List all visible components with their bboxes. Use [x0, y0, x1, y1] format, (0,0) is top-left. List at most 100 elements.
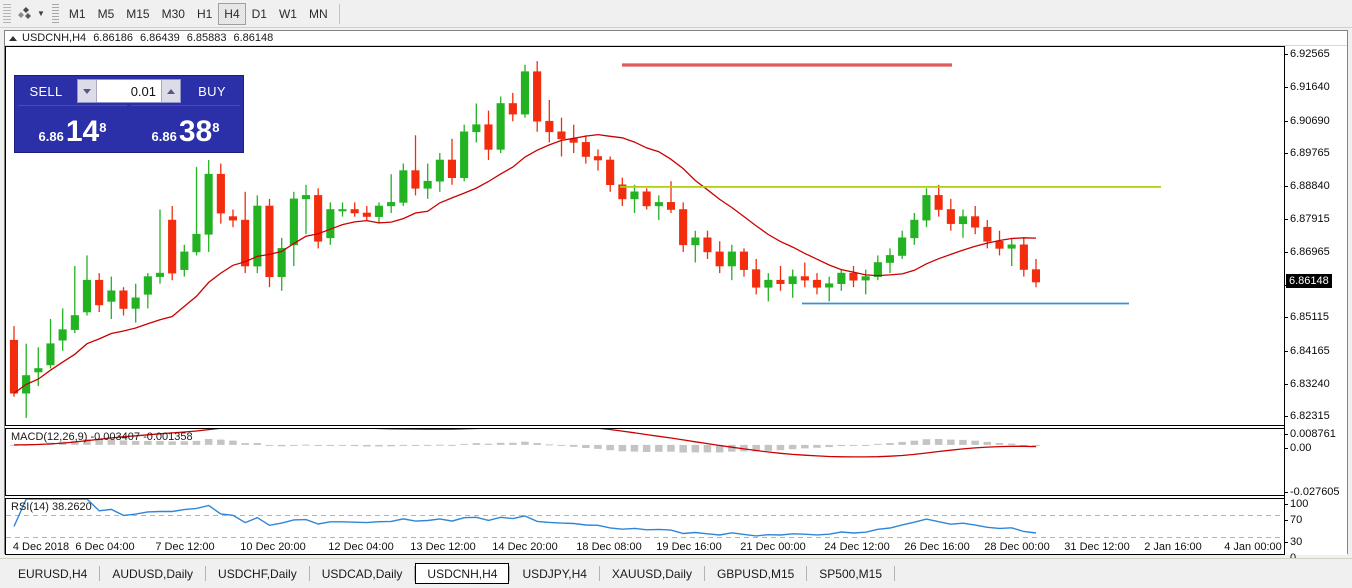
caret-up-icon — [167, 88, 175, 94]
price-axis-tick — [1285, 54, 1288, 56]
current-price-tag: 6.86148 — [1286, 273, 1332, 288]
timeframe-button-h1[interactable]: H1 — [196, 6, 213, 21]
timeframe-button-d1[interactable]: D1 — [251, 6, 267, 21]
macd-histogram-bar — [241, 443, 249, 445]
timeframe-button-m15[interactable]: M15 — [126, 6, 150, 21]
symbol-tab-divider — [894, 566, 896, 581]
symbol-tab-usdcad-daily[interactable]: USDCAD,Daily — [321, 566, 403, 581]
candle-body — [800, 276, 809, 281]
price-axis-tick — [1285, 185, 1288, 187]
price-scale-axis[interactable]: 6.92565 6.91640 6.90690 6.89765 6.88840 6.879… — [1284, 46, 1347, 564]
symbol-tab-bar: EURUSD,H4 AUDUSD,Daily USDCHF,Daily USDCAD,… — [0, 558, 1352, 588]
candle-body — [958, 216, 968, 225]
buy-price-cell[interactable]: 6.86 38 8 — [131, 105, 240, 149]
timeframe-group-grip[interactable] — [51, 3, 59, 24]
indicator-axis-tick — [1285, 492, 1288, 493]
macd-histogram-bar — [995, 443, 1004, 445]
candle-body — [910, 219, 919, 239]
timeframe-button-group: M1 M5 M15 M30 H1 H4 D1 W1 MN — [63, 2, 334, 25]
macd-pane[interactable]: MACD(12,26,9) -0.003407 -0.001358 — [5, 428, 1286, 496]
indicator-axis-label: 100 — [1290, 498, 1309, 510]
macd-histogram-bar — [849, 444, 858, 446]
timeframe-button-w1[interactable]: W1 — [278, 6, 297, 21]
symbol-tab-usdchf-daily[interactable]: USDCHF,Daily — [218, 566, 297, 581]
macd-histogram-bar — [983, 441, 992, 445]
macd-histogram-bar — [557, 444, 566, 446]
macd-histogram-bar — [253, 443, 262, 445]
trade-panel-prices: 6.86 14 8 6.86 38 8 — [18, 105, 240, 149]
macd-histogram-bar — [947, 439, 955, 445]
time-axis-label: 4 Jan 00:00 — [1224, 541, 1282, 553]
candle-body — [995, 241, 1004, 249]
toolbar-grip-handle[interactable] — [3, 3, 11, 24]
macd-histogram-bar — [484, 443, 493, 445]
price-axis-label: 6.88840 — [1290, 179, 1330, 192]
symbol-tab-sp500-m15[interactable]: SP500,M15 — [819, 566, 883, 581]
ohlc-low: 6.85883 — [186, 32, 227, 44]
time-axis-label: 7 Dec 12:00 — [155, 541, 215, 553]
candle-body — [168, 219, 177, 274]
macd-histogram-bar — [448, 444, 456, 446]
symbol-tab-gbpusd-m15[interactable]: GBPUSD,M15 — [716, 566, 795, 581]
candle-body — [812, 279, 822, 288]
symbol-tab-usdcnh-h4[interactable]: USDCNH,H4 — [415, 563, 510, 584]
macd-histogram-bar — [1020, 444, 1028, 446]
macd-plot — [10, 429, 1040, 458]
macd-histogram-bar — [703, 444, 712, 453]
symbol-tab-audusd-daily[interactable]: AUDUSD,Daily — [112, 566, 194, 581]
price-axis-label: 6.90690 — [1290, 114, 1330, 127]
trade-panel-header: SELL 0.01 BUY — [18, 79, 240, 103]
candle-body — [581, 142, 590, 157]
candle-body — [630, 191, 639, 200]
objects-tool-button[interactable]: ▼ — [13, 3, 48, 25]
macd-histogram-bar — [886, 443, 894, 445]
macd-histogram-bar — [1032, 444, 1040, 447]
time-scale-axis[interactable]: 4 Dec 2018 6 Dec 04:00 7 Dec 12:00 10 Dec 2… — [4, 540, 1348, 558]
triangle-up-icon[interactable] — [9, 35, 17, 41]
objects-diamond-icon — [18, 6, 31, 19]
symbol-tab-eurusd-h4[interactable]: EURUSD,H4 — [18, 566, 88, 581]
chevron-down-icon[interactable]: ▼ — [37, 8, 45, 18]
symbol-tab-xauusd-daily[interactable]: XAUUSD,Daily — [611, 566, 692, 581]
timeframe-button-m1[interactable]: M1 — [68, 6, 86, 21]
sell-button[interactable]: SELL — [29, 83, 63, 99]
lot-increase-button[interactable] — [161, 80, 180, 102]
price-axis-tick — [1285, 383, 1288, 385]
candle-body — [192, 233, 201, 253]
lot-decrease-button[interactable] — [78, 80, 97, 102]
macd-histogram-bar — [971, 440, 979, 445]
time-axis-label: 31 Dec 12:00 — [1064, 541, 1130, 553]
one-click-trading-panel[interactable]: SELL 0.01 BUY 6.86 14 8 — [14, 75, 244, 153]
candle-body — [301, 195, 311, 200]
buy-button[interactable]: BUY — [198, 83, 226, 99]
symbol-tab-divider — [414, 566, 416, 581]
candle-body — [374, 205, 384, 217]
price-axis-label: 6.89765 — [1290, 147, 1330, 160]
candle-body — [204, 173, 213, 235]
macd-histogram-bar — [496, 442, 505, 445]
sell-price-cell[interactable]: 6.86 14 8 — [18, 105, 127, 149]
timeframe-button-h4[interactable]: H4 — [218, 2, 246, 25]
symbol-tab-usdjpy-h4[interactable]: USDJPY,H4 — [522, 566, 587, 581]
symbol-tab-divider — [703, 566, 705, 581]
timeframe-button-m5[interactable]: M5 — [97, 6, 115, 21]
candle-body — [362, 212, 371, 217]
candle-body — [423, 180, 432, 189]
price-axis-tick — [1285, 86, 1288, 88]
candle-body — [107, 290, 116, 302]
candle-body — [435, 159, 444, 182]
candle-body — [788, 276, 797, 285]
macd-histogram-bar — [302, 444, 310, 446]
time-axis-label: 2 Jan 16:00 — [1144, 541, 1202, 553]
candle-body — [265, 205, 274, 277]
candle-body — [642, 191, 651, 207]
rsi-pane[interactable]: RSI(14) 38.2620 — [5, 498, 1286, 555]
macd-label: MACD(12,26,9) -0.003407 -0.001358 — [11, 431, 193, 443]
lot-size-stepper[interactable]: 0.01 — [77, 79, 181, 103]
candle-body — [1007, 244, 1016, 249]
timeframe-button-mn[interactable]: MN — [308, 6, 328, 21]
buy-price-fraction: 8 — [212, 120, 220, 136]
lot-size-input[interactable]: 0.01 — [97, 80, 161, 102]
candle-body — [58, 329, 67, 341]
timeframe-button-m30[interactable]: M30 — [161, 6, 185, 21]
